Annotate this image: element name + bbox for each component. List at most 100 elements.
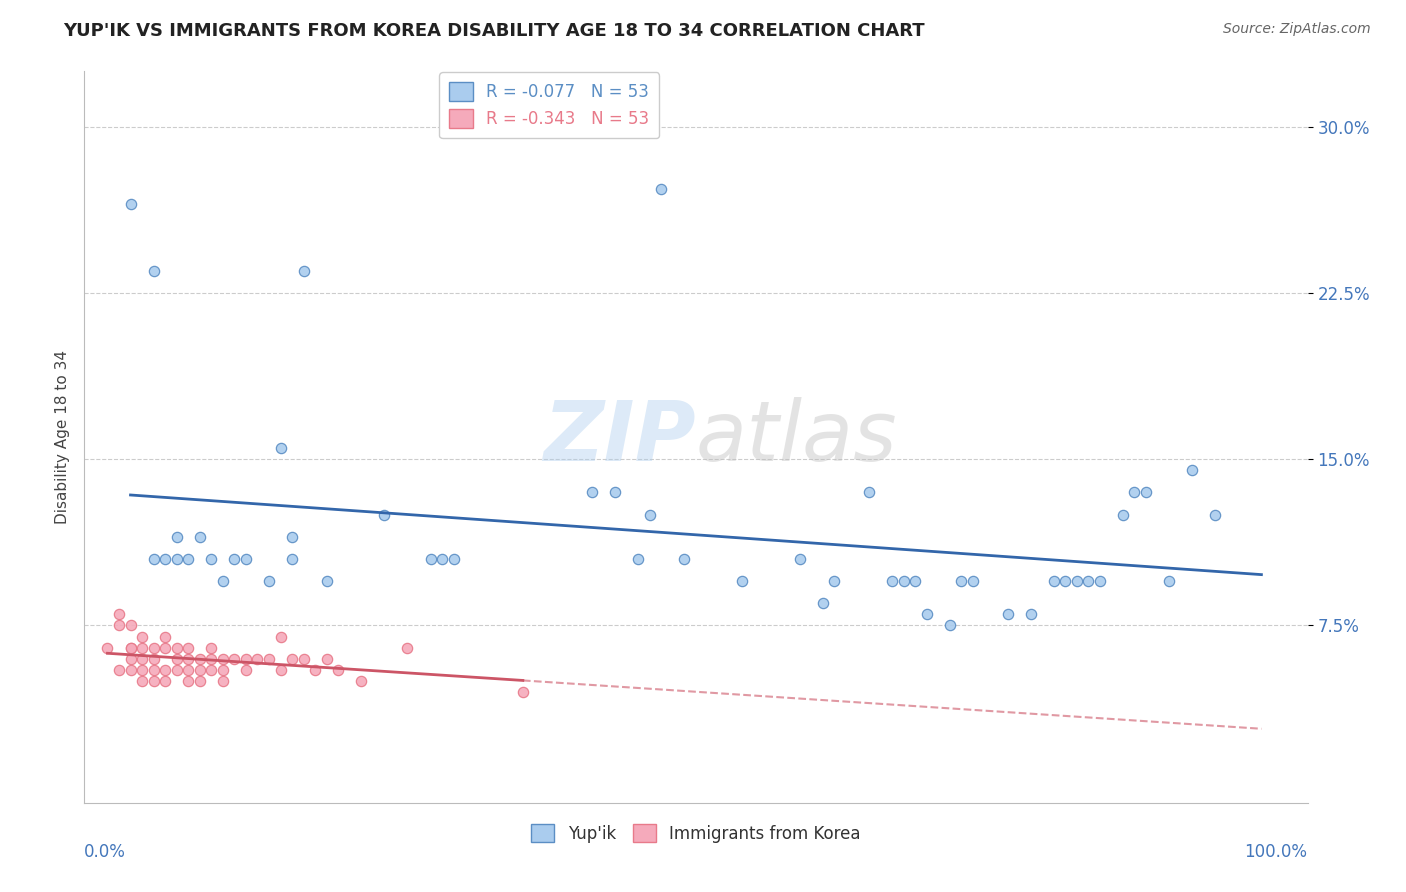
Point	[811, 596, 834, 610]
Point	[211, 651, 233, 665]
Point	[142, 651, 165, 665]
Point	[211, 663, 233, 677]
Point	[120, 618, 142, 632]
Point	[328, 663, 350, 677]
Point	[1112, 508, 1135, 522]
Point	[304, 663, 326, 677]
Point	[997, 607, 1019, 622]
Point	[131, 663, 153, 677]
Point	[396, 640, 419, 655]
Point	[166, 552, 188, 566]
Point	[292, 651, 315, 665]
Point	[131, 630, 153, 644]
Text: YUP'IK VS IMMIGRANTS FROM KOREA DISABILITY AGE 18 TO 34 CORRELATION CHART: YUP'IK VS IMMIGRANTS FROM KOREA DISABILI…	[63, 22, 925, 40]
Legend: Yup'ik, Immigrants from Korea: Yup'ik, Immigrants from Korea	[524, 817, 868, 849]
Point	[177, 663, 200, 677]
Point	[270, 663, 292, 677]
Point	[153, 630, 176, 644]
Point	[1204, 508, 1226, 522]
Point	[257, 651, 280, 665]
Point	[235, 552, 257, 566]
Point	[823, 574, 845, 589]
Point	[882, 574, 904, 589]
Point	[1088, 574, 1111, 589]
Point	[1181, 463, 1204, 477]
Point	[108, 618, 131, 632]
Point	[789, 552, 811, 566]
Point	[246, 651, 269, 665]
Point	[200, 552, 222, 566]
Point	[188, 530, 211, 544]
Point	[108, 663, 131, 677]
Point	[650, 182, 672, 196]
Y-axis label: Disability Age 18 to 34: Disability Age 18 to 34	[55, 350, 70, 524]
Point	[120, 640, 142, 655]
Point	[177, 673, 200, 688]
Text: 0.0%: 0.0%	[84, 843, 127, 861]
Point	[211, 574, 233, 589]
Point	[1054, 574, 1077, 589]
Point	[120, 640, 142, 655]
Point	[131, 673, 153, 688]
Point	[315, 651, 337, 665]
Point	[142, 663, 165, 677]
Point	[315, 574, 337, 589]
Point	[235, 651, 257, 665]
Point	[131, 651, 153, 665]
Point	[142, 552, 165, 566]
Point	[904, 574, 927, 589]
Point	[166, 663, 188, 677]
Point	[200, 640, 222, 655]
Point	[108, 607, 131, 622]
Point	[96, 640, 118, 655]
Point	[1019, 607, 1042, 622]
Point	[939, 618, 962, 632]
Point	[292, 264, 315, 278]
Point	[188, 673, 211, 688]
Point	[281, 530, 304, 544]
Point	[962, 574, 984, 589]
Point	[443, 552, 465, 566]
Text: ZIP: ZIP	[543, 397, 696, 477]
Point	[200, 651, 222, 665]
Point	[142, 264, 165, 278]
Point	[430, 552, 453, 566]
Point	[177, 552, 200, 566]
Point	[1123, 485, 1146, 500]
Point	[270, 441, 292, 455]
Point	[673, 552, 696, 566]
Point	[270, 630, 292, 644]
Point	[373, 508, 395, 522]
Point	[1135, 485, 1157, 500]
Point	[419, 552, 441, 566]
Point	[1077, 574, 1099, 589]
Point	[166, 651, 188, 665]
Point	[893, 574, 915, 589]
Text: atlas: atlas	[696, 397, 897, 477]
Point	[1159, 574, 1181, 589]
Point	[224, 651, 246, 665]
Point	[153, 552, 176, 566]
Point	[200, 663, 222, 677]
Point	[281, 552, 304, 566]
Point	[188, 651, 211, 665]
Point	[120, 651, 142, 665]
Point	[235, 663, 257, 677]
Point	[512, 685, 534, 699]
Point	[211, 673, 233, 688]
Text: 100.0%: 100.0%	[1244, 843, 1308, 861]
Point	[131, 640, 153, 655]
Point	[142, 640, 165, 655]
Point	[627, 552, 650, 566]
Point	[142, 673, 165, 688]
Point	[1042, 574, 1064, 589]
Point	[950, 574, 973, 589]
Text: Source: ZipAtlas.com: Source: ZipAtlas.com	[1223, 22, 1371, 37]
Point	[188, 663, 211, 677]
Point	[120, 663, 142, 677]
Point	[638, 508, 661, 522]
Point	[224, 552, 246, 566]
Point	[166, 640, 188, 655]
Point	[120, 197, 142, 211]
Point	[153, 673, 176, 688]
